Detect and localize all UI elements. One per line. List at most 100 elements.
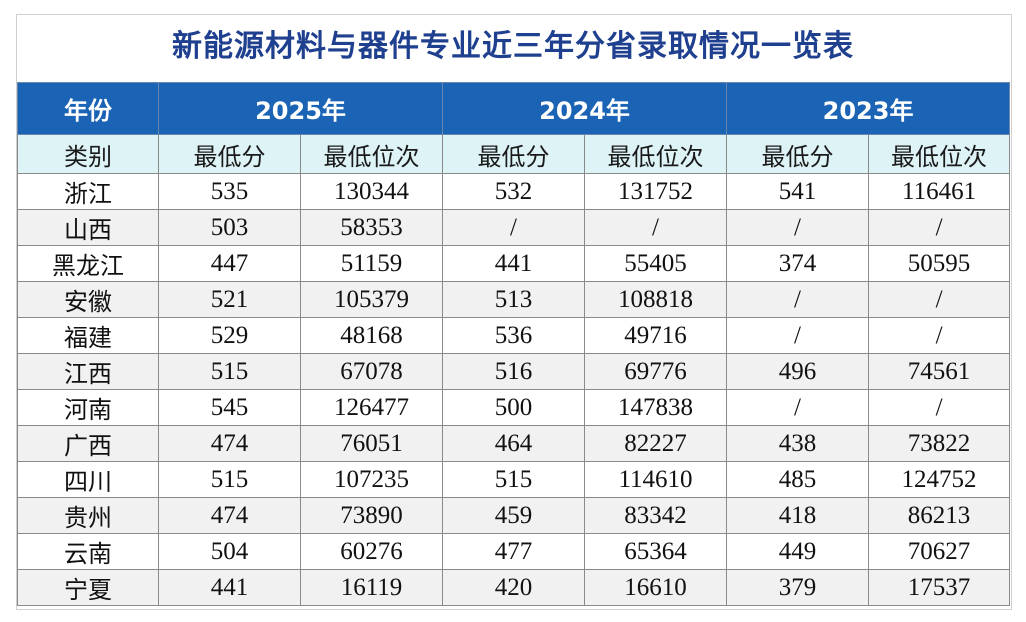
min-score-cell: 515 [442, 461, 586, 498]
min-rank-header: 最低位次 [299, 134, 444, 174]
min-score-cell: 515 [158, 353, 301, 390]
province-cell: 黑龙江 [17, 245, 159, 282]
min-rank-cell: 69776 [584, 353, 728, 390]
min-rank-cell: / [868, 209, 1011, 246]
min-score-cell: 441 [442, 245, 586, 282]
page-title: 新能源材料与器件专业近三年分省录取情况一览表 [172, 29, 854, 64]
min-rank-cell: / [584, 209, 728, 246]
province-cell: 山西 [17, 209, 159, 246]
min-rank-cell: 65364 [584, 533, 728, 570]
min-score-cell: 496 [726, 353, 870, 390]
min-score-cell: / [726, 317, 870, 354]
min-score-cell: 541 [726, 173, 870, 210]
min-score-cell: 438 [726, 425, 870, 462]
min-rank-cell: 67078 [299, 353, 444, 390]
year-header: 年份 [17, 82, 159, 135]
min-rank-cell: 55405 [584, 245, 728, 282]
header-row-years: 年份 2025年 2024年 2023年 [17, 82, 1011, 135]
province-cell: 贵州 [17, 497, 159, 534]
province-cell: 广西 [17, 425, 159, 462]
min-rank-cell: / [868, 281, 1011, 318]
min-score-cell: 420 [442, 569, 586, 606]
year-2025-header: 2025年 [157, 82, 444, 135]
table-row: 黑龙江 447 51159 441 55405 374 50595 [17, 245, 1011, 282]
table-row: 贵州 474 73890 459 83342 418 86213 [17, 497, 1011, 534]
min-score-cell: / [442, 209, 586, 246]
min-score-cell: 459 [442, 497, 586, 534]
table-row: 安徽 521 105379 513 108818// [17, 281, 1011, 318]
min-score-cell: 485 [726, 461, 870, 498]
province-cell: 福建 [17, 317, 159, 354]
min-score-header: 最低分 [726, 134, 870, 174]
min-rank-cell: 114610 [584, 461, 728, 498]
min-rank-cell: 49716 [584, 317, 728, 354]
min-rank-cell: 126477 [299, 389, 444, 426]
min-rank-cell: 116461 [868, 173, 1011, 210]
min-score-cell: / [726, 281, 870, 318]
table-row: 江西 515 67078 516 69776 496 74561 [17, 353, 1011, 390]
min-rank-cell: 107235 [299, 461, 444, 498]
year-2023-header: 2023年 [726, 82, 1011, 135]
min-score-cell: 516 [442, 353, 586, 390]
min-rank-cell: 105379 [299, 281, 444, 318]
min-score-cell: / [726, 389, 870, 426]
header-row-categories: 类别 最低分 最低位次 最低分 最低位次 最低分 最低位次 [17, 134, 1011, 174]
min-rank-cell: 73822 [868, 425, 1011, 462]
min-rank-cell: 70627 [868, 533, 1011, 570]
min-rank-cell: 60276 [299, 533, 444, 570]
min-rank-cell: 147838 [584, 389, 728, 426]
min-score-cell: 535 [158, 173, 301, 210]
min-score-cell: 503 [158, 209, 301, 246]
min-rank-cell: 48168 [299, 317, 444, 354]
min-score-cell: 418 [726, 497, 870, 534]
min-score-cell: 474 [158, 497, 301, 534]
min-score-cell: 504 [158, 533, 301, 570]
province-cell: 四川 [17, 461, 159, 498]
min-score-cell: 545 [158, 389, 301, 426]
min-rank-cell: 131752 [584, 173, 728, 210]
table-row: 浙江 535 130344 532 131752 541 116461 [17, 173, 1011, 210]
year-2024-header: 2024年 [442, 82, 728, 135]
province-cell: 安徽 [17, 281, 159, 318]
min-rank-cell: / [868, 389, 1011, 426]
min-score-cell: 500 [442, 389, 586, 426]
province-cell: 江西 [17, 353, 159, 390]
province-cell: 云南 [17, 533, 159, 570]
min-score-cell: 532 [442, 173, 586, 210]
min-rank-cell: 16610 [584, 569, 728, 606]
min-rank-cell: 86213 [868, 497, 1011, 534]
min-score-cell: 449 [726, 533, 870, 570]
admission-table: 年份 2025年 2024年 2023年 类别 最低分 最低位次 最低分 最低位… [17, 82, 1011, 606]
min-rank-header: 最低位次 [584, 134, 728, 174]
table-row: 宁夏 441 16119 420 16610 379 17537 [17, 569, 1011, 606]
min-score-cell: 536 [442, 317, 586, 354]
min-rank-cell: 16119 [299, 569, 444, 606]
min-rank-cell: 73890 [299, 497, 444, 534]
min-score-cell: 447 [158, 245, 301, 282]
table-row: 福建 529 48168 536 49716// [17, 317, 1011, 354]
min-rank-cell: / [868, 317, 1011, 354]
table-row: 云南 504 60276 477 65364 449 70627 [17, 533, 1011, 570]
min-rank-cell: 83342 [584, 497, 728, 534]
min-rank-header: 最低位次 [868, 134, 1011, 174]
min-rank-cell: 124752 [868, 461, 1011, 498]
min-score-cell: 515 [158, 461, 301, 498]
province-cell: 宁夏 [17, 569, 159, 606]
min-score-cell: 521 [158, 281, 301, 318]
min-rank-cell: 130344 [299, 173, 444, 210]
min-rank-cell: 82227 [584, 425, 728, 462]
min-score-cell: 477 [442, 533, 586, 570]
min-score-header: 最低分 [158, 134, 301, 174]
min-score-cell: 529 [158, 317, 301, 354]
min-rank-cell: 108818 [584, 281, 728, 318]
min-score-cell: / [726, 209, 870, 246]
table-row: 山西 503 58353// / / [17, 209, 1011, 246]
min-rank-cell: 50595 [868, 245, 1011, 282]
min-score-header: 最低分 [442, 134, 586, 174]
min-rank-cell: 76051 [299, 425, 444, 462]
min-score-cell: 474 [158, 425, 301, 462]
min-rank-cell: 58353 [299, 209, 444, 246]
min-score-cell: 513 [442, 281, 586, 318]
table-row: 四川 515 107235 515 114610 485 124752 [17, 461, 1011, 498]
province-cell: 浙江 [17, 173, 159, 210]
